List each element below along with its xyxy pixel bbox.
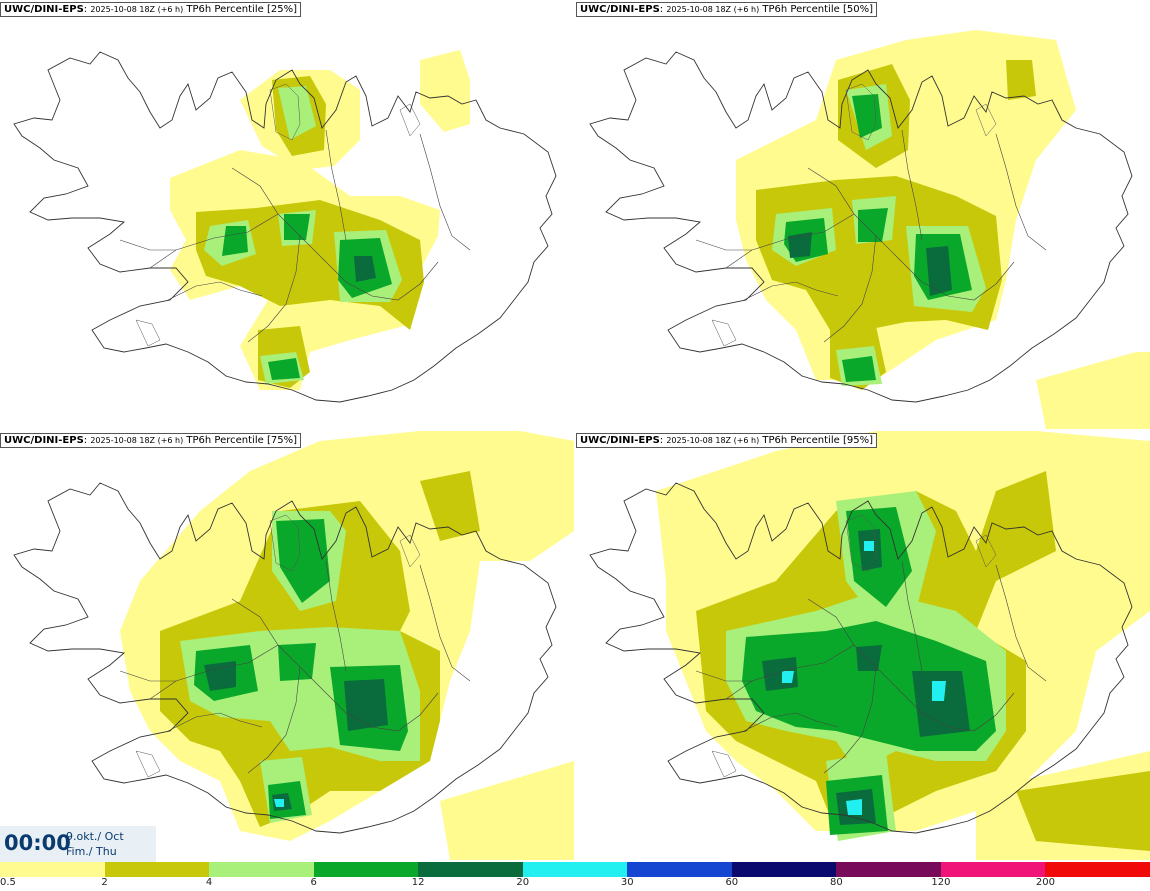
legend-swatch [418, 862, 523, 877]
legend-swatch [522, 862, 628, 877]
panel-title: UWC/DINI-EPS: 2025-10-08 18Z (+6 h) TP6h… [576, 2, 877, 17]
panel-title: UWC/DINI-EPS: 2025-10-08 18Z (+6 h) TP6h… [0, 433, 301, 448]
precip-map-p75 [13, 431, 574, 860]
legend-swatch [1045, 862, 1150, 877]
legend-tick-label: 4 [205, 877, 213, 888]
legend-tick-label: 20 [516, 877, 530, 888]
map-panel-p50: UWC/DINI-EPS: 2025-10-08 18Z (+6 h) TP6h… [576, 0, 1150, 429]
legend-swatch [731, 862, 837, 877]
precip-map-p95 [589, 431, 1150, 860]
legend-swatch [836, 862, 941, 877]
valid-time: 00:00 [4, 831, 71, 855]
legend-tick-label: 80 [829, 877, 843, 888]
valid-date: 9.okt./ Oct [66, 830, 124, 843]
legend-swatch [940, 862, 1046, 877]
precip-map-p25 [13, 50, 557, 403]
map-panel-p75: UWC/DINI-EPS: 2025-10-08 18Z (+6 h) TP6h… [0, 431, 574, 860]
legend-tick-label: 2 [101, 877, 108, 888]
legend-swatch [313, 862, 419, 877]
legend-tick-label: 12 [411, 877, 425, 888]
legend-tick-label: 6 [310, 877, 317, 888]
color-legend: 0.5 2 4 6 12 20 30 60 80 120 200 [0, 862, 1150, 891]
panel-title: UWC/DINI-EPS: 2025-10-08 18Z (+6 h) TP6h… [576, 433, 877, 448]
legend-swatch [209, 862, 314, 877]
map-panel-p95: UWC/DINI-EPS: 2025-10-08 18Z (+6 h) TP6h… [576, 431, 1150, 860]
map-panel-p25: UWC/DINI-EPS: 2025-10-08 18Z (+6 h) TP6h… [0, 0, 574, 429]
valid-day: Fim./ Thu [66, 845, 117, 858]
legend-color-bar [0, 862, 1150, 877]
legend-tick-label: 200 [1035, 877, 1055, 888]
legend-swatch [0, 862, 105, 877]
panel-title: UWC/DINI-EPS: 2025-10-08 18Z (+6 h) TP6h… [0, 2, 301, 17]
legend-swatch [104, 862, 210, 877]
legend-tick-label: 30 [620, 877, 634, 888]
legend-tick-label: 60 [725, 877, 739, 888]
legend-swatch [627, 862, 732, 877]
precip-map-p50 [589, 30, 1150, 429]
valid-time-box: 00:00 9.okt./ Oct Fim./ Thu [0, 826, 156, 862]
legend-tick-label: 0.5 [0, 877, 16, 888]
legend-tick-label: 120 [931, 877, 951, 888]
